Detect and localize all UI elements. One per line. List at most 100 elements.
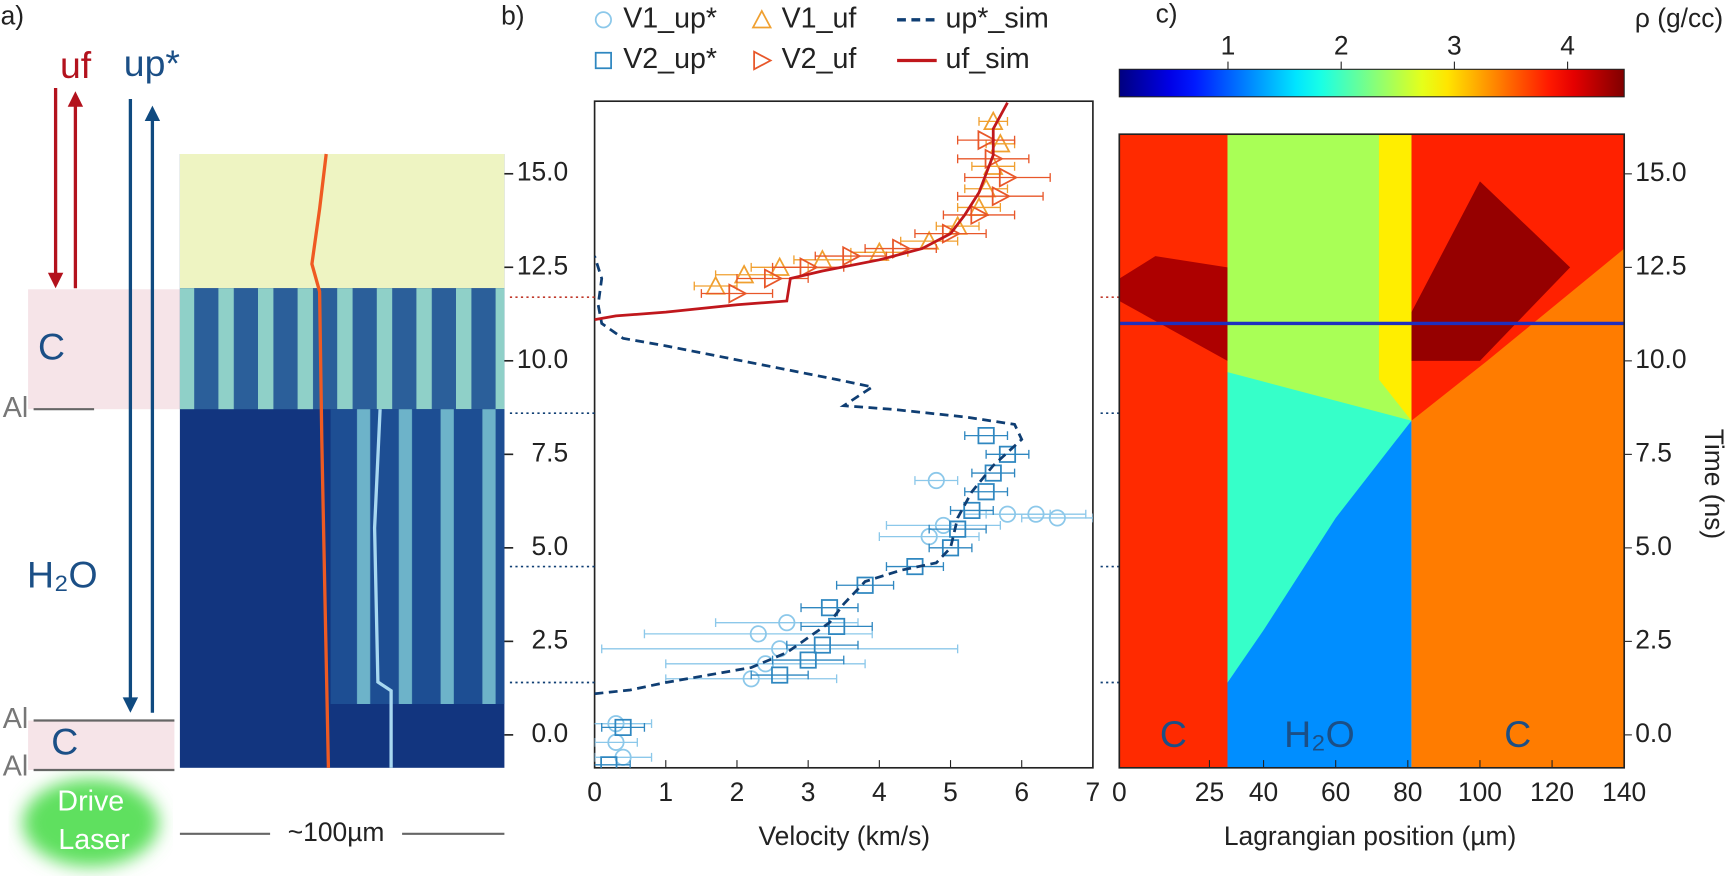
marker [799, 651, 817, 669]
laser-label: Drive [57, 786, 124, 818]
colorbar-tick-label: 1 [1221, 30, 1236, 60]
marker [927, 472, 945, 490]
legend-label: uf_sim [946, 43, 1030, 75]
error-bar [942, 210, 1016, 220]
marker [991, 185, 1012, 207]
error-bar [914, 476, 959, 485]
error-bar [956, 203, 1002, 212]
arrow-label: uf [60, 44, 92, 86]
density-region [1227, 420, 1412, 768]
arrows [47, 88, 161, 713]
marker [1048, 509, 1066, 527]
error-bar [964, 173, 1051, 182]
marker [799, 257, 819, 278]
marker [920, 528, 938, 546]
legend-marker [594, 11, 612, 29]
y-tick-label: 12.5 [517, 250, 568, 280]
error-bar [771, 655, 845, 665]
error-bar [750, 670, 809, 680]
layer-label: C [51, 721, 78, 763]
colorbar [1118, 68, 1625, 98]
error-bar [700, 289, 774, 298]
error-bar [601, 723, 646, 732]
legend-marker [751, 9, 773, 29]
y-tick-label: 0.0 [1635, 718, 1672, 748]
legend-marker [594, 51, 612, 70]
y-axis-label: Time (ns) [1699, 429, 1726, 539]
x-axis-label: Lagrangian position (µm) [1224, 821, 1516, 851]
error-bar [985, 509, 1087, 519]
y-tick-label: 7.5 [532, 437, 569, 467]
x-tick-label: 5 [943, 777, 958, 807]
error-bar [971, 161, 1016, 171]
laser-label: Laser [58, 824, 130, 856]
density-region [1227, 134, 1412, 421]
layer-label: Al [3, 750, 28, 782]
layer-label: Al [3, 703, 28, 735]
plot-frame [1118, 133, 1626, 769]
density-region [1119, 256, 1228, 361]
error-bar [1021, 513, 1093, 523]
region-label: H₂O [1284, 713, 1355, 755]
x-tick-label: 40 [1249, 777, 1278, 807]
marker [977, 129, 997, 151]
marker [828, 617, 846, 635]
legend-label: V1_up* [623, 2, 717, 34]
density-region [1119, 134, 1228, 768]
marker [820, 599, 839, 617]
density-region [1378, 134, 1412, 421]
error-bar [800, 622, 873, 631]
error-bar [885, 562, 945, 571]
panel-a: a) uf up* C Al H₂O Al C Al Drive Laser [1, 1, 505, 867]
marker [771, 666, 789, 684]
marker [977, 427, 995, 445]
error-bar [949, 506, 994, 515]
y-tick-label: 5.0 [1635, 531, 1672, 561]
marker [600, 756, 618, 768]
y-tick-label: 2.5 [532, 624, 569, 654]
legend-label: V2_uf [782, 43, 857, 75]
sim-line [594, 255, 1024, 696]
error-bar [786, 640, 859, 650]
marker [813, 636, 831, 654]
error-bar [928, 524, 987, 534]
marker [963, 501, 981, 520]
error-bar [800, 603, 859, 613]
sim-line [594, 102, 1009, 322]
error-bar [594, 737, 638, 747]
marker [614, 718, 632, 736]
marker [949, 520, 967, 538]
plot-area [594, 102, 1093, 768]
x-tick-label: 140 [1602, 777, 1646, 807]
marker [778, 614, 796, 632]
carbon-layer [28, 289, 183, 410]
y-tick-label: 10.0 [517, 344, 568, 374]
error-bar [665, 659, 866, 669]
legend-marker [753, 50, 773, 71]
layer-label: C [38, 326, 65, 368]
marker [977, 483, 995, 501]
colorbar-tick-label: 3 [1447, 30, 1462, 60]
error-bar [971, 468, 1016, 478]
marker [742, 670, 760, 688]
layer-label: H₂O [27, 553, 98, 595]
error-bar [594, 760, 631, 768]
error-bar [956, 135, 1016, 145]
x-tick-label: 80 [1393, 777, 1422, 807]
legend-label: up*_sim [946, 2, 1049, 34]
x-tick-label: 2 [730, 777, 745, 807]
marker [749, 625, 767, 643]
y-tick-label: 10.0 [1635, 344, 1686, 374]
marker [998, 445, 1017, 463]
panel-label: b) [501, 1, 524, 31]
marker [842, 245, 862, 267]
colorbar-label: ρ (g/cc) [1635, 3, 1723, 33]
error-bar [885, 520, 1002, 530]
y-tick-label: 15.0 [1635, 157, 1686, 187]
x-axis-label: Velocity (km/s) [759, 821, 931, 851]
y-tick-label: 5.0 [532, 531, 569, 561]
error-bar [928, 543, 973, 553]
x-tick-label: 7 [1086, 777, 1101, 807]
x-tick-label: 1 [658, 777, 673, 807]
